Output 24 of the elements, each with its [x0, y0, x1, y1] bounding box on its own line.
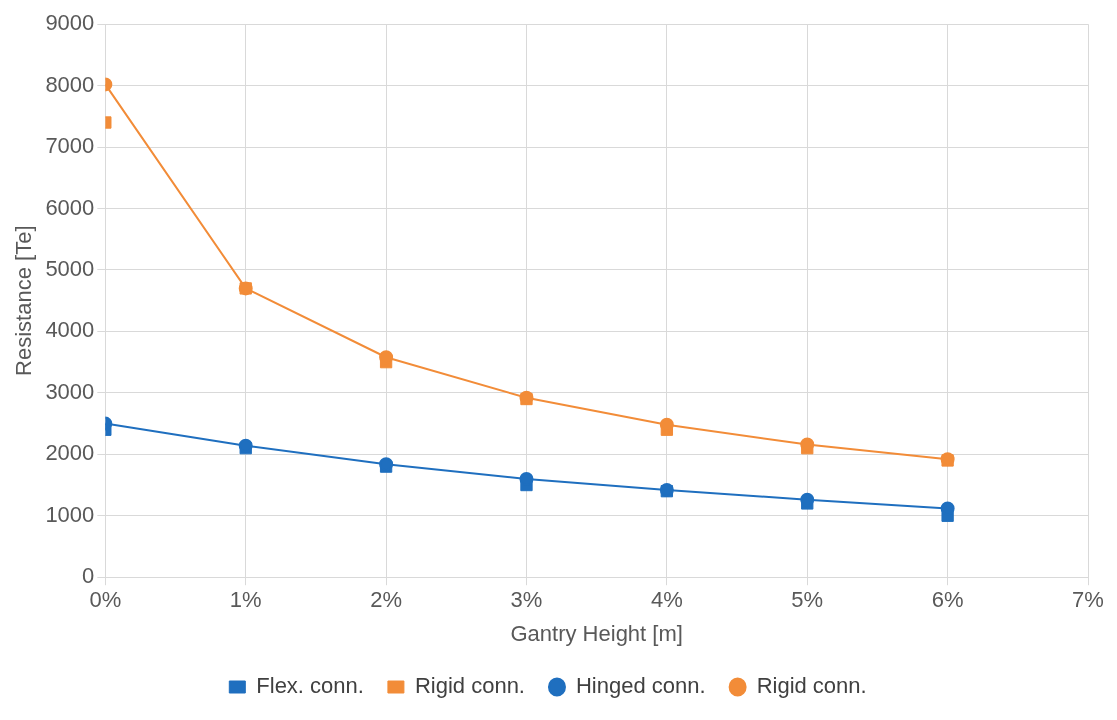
x-tick-label: 3%: [510, 587, 543, 613]
y-tick-label: 4000: [45, 317, 95, 343]
y-tick-label: 2000: [45, 440, 95, 466]
legend-label: Rigid conn.: [414, 673, 525, 699]
y-tick-label: 5000: [45, 256, 95, 282]
x-tick-label: 0%: [89, 587, 122, 613]
x-tick-label: 2%: [370, 587, 402, 613]
x-axis-title: Gantry Height [m]: [510, 620, 683, 646]
y-tick-label: 7000: [45, 133, 95, 159]
x-tick-label: 4%: [650, 587, 683, 613]
x-tick-label: 5%: [791, 587, 824, 613]
legend-label: Flex. conn.: [256, 673, 364, 699]
y-tick-label: 1000: [45, 501, 95, 527]
y-tick-label: 6000: [45, 194, 95, 220]
y-tick-label: 9000: [45, 10, 95, 36]
y-tick-label: 8000: [45, 71, 95, 97]
x-tick-label: 1%: [229, 587, 262, 613]
y-tick-label: 3000: [45, 378, 95, 404]
x-tick-label: 7%: [1072, 587, 1104, 613]
x-tick-label: 6%: [931, 587, 964, 613]
legend-label: Rigid conn.: [756, 673, 867, 699]
y-axis-title: Resistance [Te]: [11, 225, 37, 376]
legend-label: Hinged conn.: [575, 673, 706, 699]
y-tick-label: 0: [82, 563, 95, 589]
